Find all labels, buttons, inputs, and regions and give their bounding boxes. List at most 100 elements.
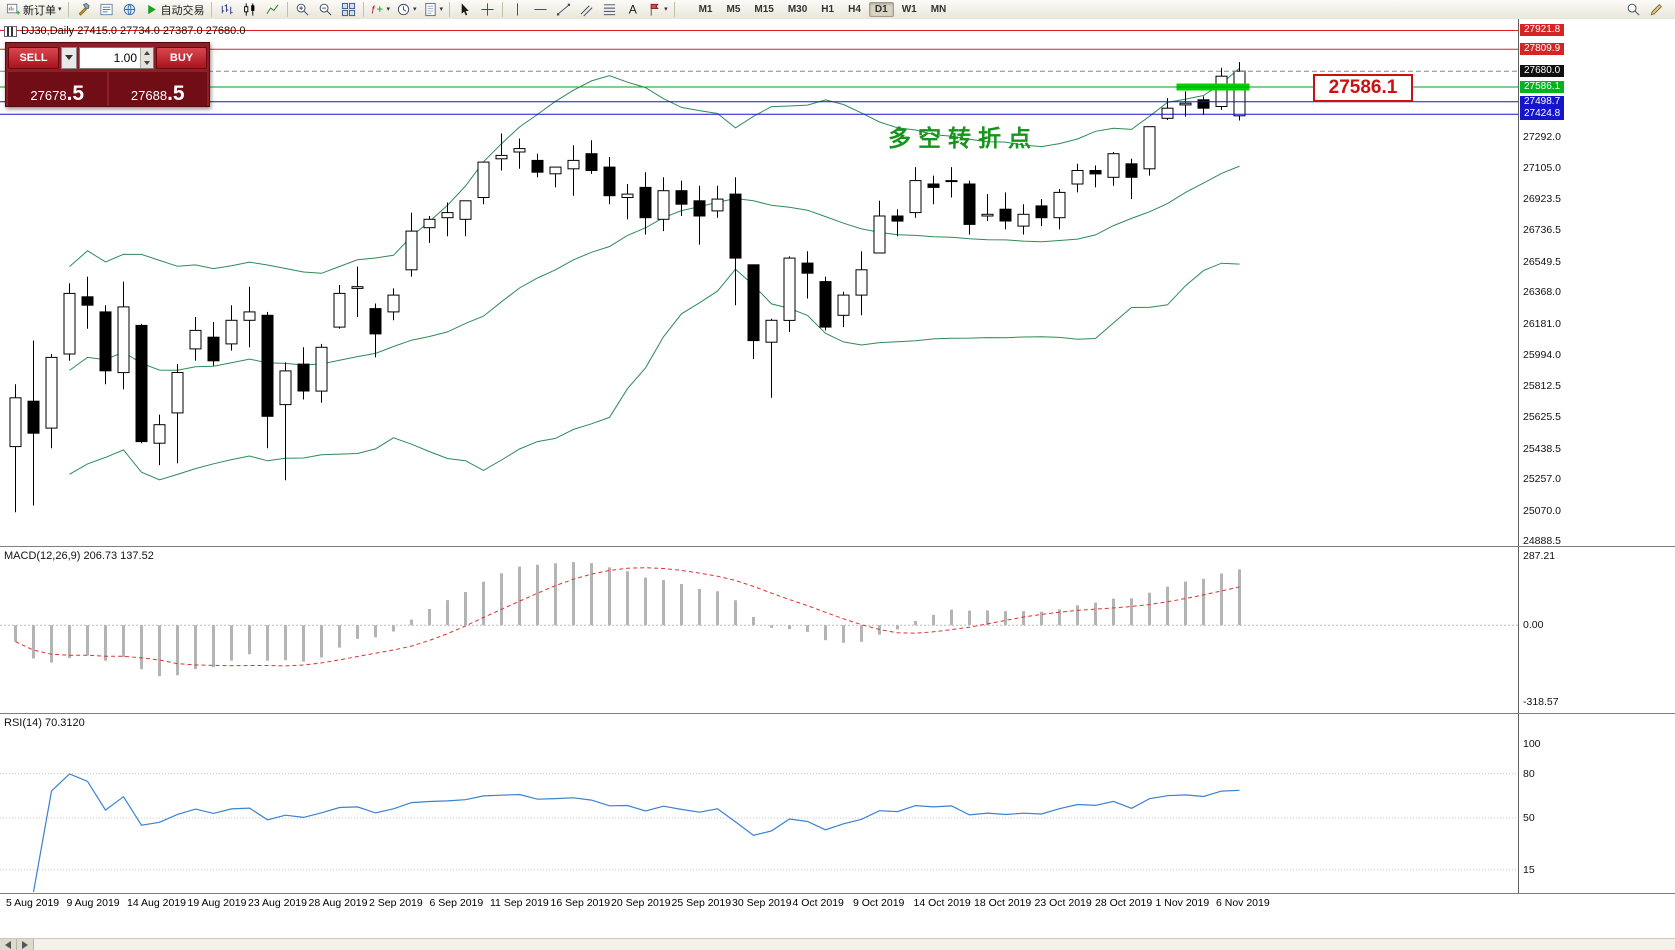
indicators-caret-icon[interactable]: ▾ <box>386 6 391 13</box>
new-order-button[interactable]: 新订单 ▾ <box>3 0 65 19</box>
zoom-in-button[interactable] <box>291 0 314 19</box>
one-click-trading-panel: SELL 1.00 BUY 27678 .5 <box>5 42 210 107</box>
periods-caret-icon[interactable]: ▾ <box>413 6 417 13</box>
new-order-caret-icon[interactable]: ▾ <box>58 6 62 13</box>
date-label: 9 Oct 2019 <box>853 897 905 909</box>
spinner-down-button[interactable] <box>141 57 153 68</box>
templates-icon <box>423 2 438 17</box>
timeframe-m5-button[interactable]: M5 <box>726 4 741 15</box>
text-button[interactable]: A <box>621 0 644 19</box>
date-label: 20 Sep 2019 <box>611 897 671 909</box>
timeframe-h4-button[interactable]: H4 <box>848 4 861 15</box>
chart-window-icon <box>4 25 17 37</box>
axis-tick: 25070.0 <box>1523 505 1561 517</box>
time-axis[interactable]: 5 Aug 2019 9 Aug 2019 14 Aug 2019 19 Aug 20… <box>0 893 1675 914</box>
timeframe-m1-button[interactable]: M1 <box>698 4 713 15</box>
price-level-label: 27921.8 <box>1520 24 1565 36</box>
buy-price[interactable]: 27688 .5 <box>108 72 207 106</box>
toolbar-separator <box>286 2 288 17</box>
new-order-icon <box>6 2 21 17</box>
volume-value[interactable]: 1.00 <box>113 50 137 65</box>
timeframe-mn-button[interactable]: MN <box>930 4 947 15</box>
macd-pane[interactable]: MACD(12,26,9) 206.73 137.52 287.21 0.00 -3… <box>0 546 1675 714</box>
axis-tick: 27292.0 <box>1523 131 1561 143</box>
market-watch-button[interactable] <box>95 0 118 19</box>
rsi-pane[interactable]: RSI(14) 70.3120 100 80 50 15 <box>0 713 1675 894</box>
buy-button[interactable]: BUY <box>156 46 207 69</box>
timeframe-w1-button[interactable]: W1 <box>901 4 917 15</box>
templates-caret-icon[interactable]: ▾ <box>439 6 444 13</box>
bar-chart-mode-button[interactable] <box>215 0 238 19</box>
search-icon <box>1626 2 1641 17</box>
templates-button[interactable]: ▾ <box>420 0 447 19</box>
date-label: 4 Oct 2019 <box>792 897 844 909</box>
line-chart-mode-icon <box>265 2 280 17</box>
metaeditor-button[interactable] <box>72 0 95 19</box>
scroll-right-icon <box>22 940 28 949</box>
zoom-in-icon <box>295 2 310 17</box>
crosshair-button[interactable] <box>476 0 499 19</box>
arrows-button[interactable]: ▾ <box>644 0 671 19</box>
zoom-out-button[interactable] <box>314 0 337 19</box>
periods-button[interactable]: ▾ <box>393 0 420 19</box>
line-chart-mode-button[interactable] <box>261 0 284 19</box>
arrows-icon <box>647 2 662 17</box>
axis-tick: 25812.5 <box>1523 380 1561 392</box>
date-label: 2 Sep 2019 <box>369 897 423 909</box>
svg-text:f: f <box>371 4 376 16</box>
indicators-button[interactable]: f ▾ <box>367 0 394 19</box>
cursor-button[interactable] <box>453 0 476 19</box>
sell-price[interactable]: 27678 .5 <box>8 72 107 106</box>
axis-tick: 25438.5 <box>1523 443 1561 455</box>
timeframe-m15-button[interactable]: M15 <box>754 4 774 15</box>
styles-button[interactable] <box>1645 0 1668 19</box>
vertical-line-button[interactable] <box>506 0 529 19</box>
axis-tick: 25257.0 <box>1523 473 1561 485</box>
volume-input[interactable]: 1.00 <box>79 46 154 69</box>
navigator-button[interactable] <box>118 0 141 19</box>
equidistant-channel-button[interactable] <box>575 0 598 19</box>
arrows-caret-icon[interactable]: ▾ <box>664 6 668 13</box>
autotrading-button[interactable]: 自动交易 <box>141 0 208 19</box>
rsi-svg <box>0 773 1518 893</box>
candlestick-mode-button[interactable] <box>238 0 261 19</box>
date-label: 28 Aug 2019 <box>308 897 368 909</box>
date-label: 5 Aug 2019 <box>6 897 60 909</box>
timeframe-d1-button[interactable]: D1 <box>868 2 894 17</box>
spinner-down-icon <box>144 60 150 65</box>
axis-tick: 25625.5 <box>1523 411 1561 423</box>
scroll-right-button[interactable] <box>17 939 34 950</box>
horizontal-line-button[interactable] <box>529 0 552 19</box>
trendline-button[interactable] <box>552 0 575 19</box>
zoom-out-icon <box>318 2 333 17</box>
scroll-left-button[interactable] <box>0 939 17 950</box>
date-label: 25 Sep 2019 <box>671 897 732 909</box>
main-price-axis[interactable]: 27292.0 27105.0 26923.5 26736.5 26549.5 26368… <box>1518 19 1675 547</box>
main-chart-pane[interactable]: DJ30,Daily 27415.0 27734.0 27387.0 27680… <box>0 19 1675 547</box>
timeframe-group: M1 M5 M15 M30 H1 H4 D1 W1 MN <box>692 2 954 17</box>
date-label: 18 Oct 2019 <box>974 897 1032 909</box>
date-label: 28 Oct 2019 <box>1095 897 1153 909</box>
one-click-top-row: SELL 1.00 BUY <box>6 43 209 70</box>
horizontal-scrollbar[interactable] <box>0 938 1675 950</box>
new-order-label: 新订单 <box>23 4 56 17</box>
sell-button[interactable]: SELL <box>8 46 59 69</box>
order-type-dropdown[interactable] <box>61 46 77 69</box>
search-button[interactable] <box>1622 0 1645 19</box>
axis-tick: 26368.0 <box>1523 286 1561 298</box>
date-label: 23 Aug 2019 <box>248 897 307 909</box>
date-label: 14 Oct 2019 <box>913 897 971 909</box>
navigator-icon <box>122 2 137 17</box>
fibonacci-button[interactable] <box>598 0 621 19</box>
axis-tick: 80 <box>1523 768 1535 780</box>
date-label: 6 Sep 2019 <box>429 897 484 909</box>
timeframe-h1-button[interactable]: H1 <box>821 4 835 15</box>
date-label: 9 Aug 2019 <box>66 897 120 909</box>
tile-windows-button[interactable] <box>337 0 360 19</box>
timeframe-m30-button[interactable]: M30 <box>787 4 808 15</box>
rsi-axis: 100 80 50 15 <box>1518 714 1675 894</box>
toolbar: 新订单 ▾ 自动交易 f ▾ ▾ ▾ A ▾ M1 M5 M15 M30 H1 H4 D1 W1 MN <box>0 0 1675 20</box>
axis-tick: 287.21 <box>1523 550 1556 562</box>
spinner-up-button[interactable] <box>141 47 153 58</box>
date-label: 14 Aug 2019 <box>127 897 186 909</box>
